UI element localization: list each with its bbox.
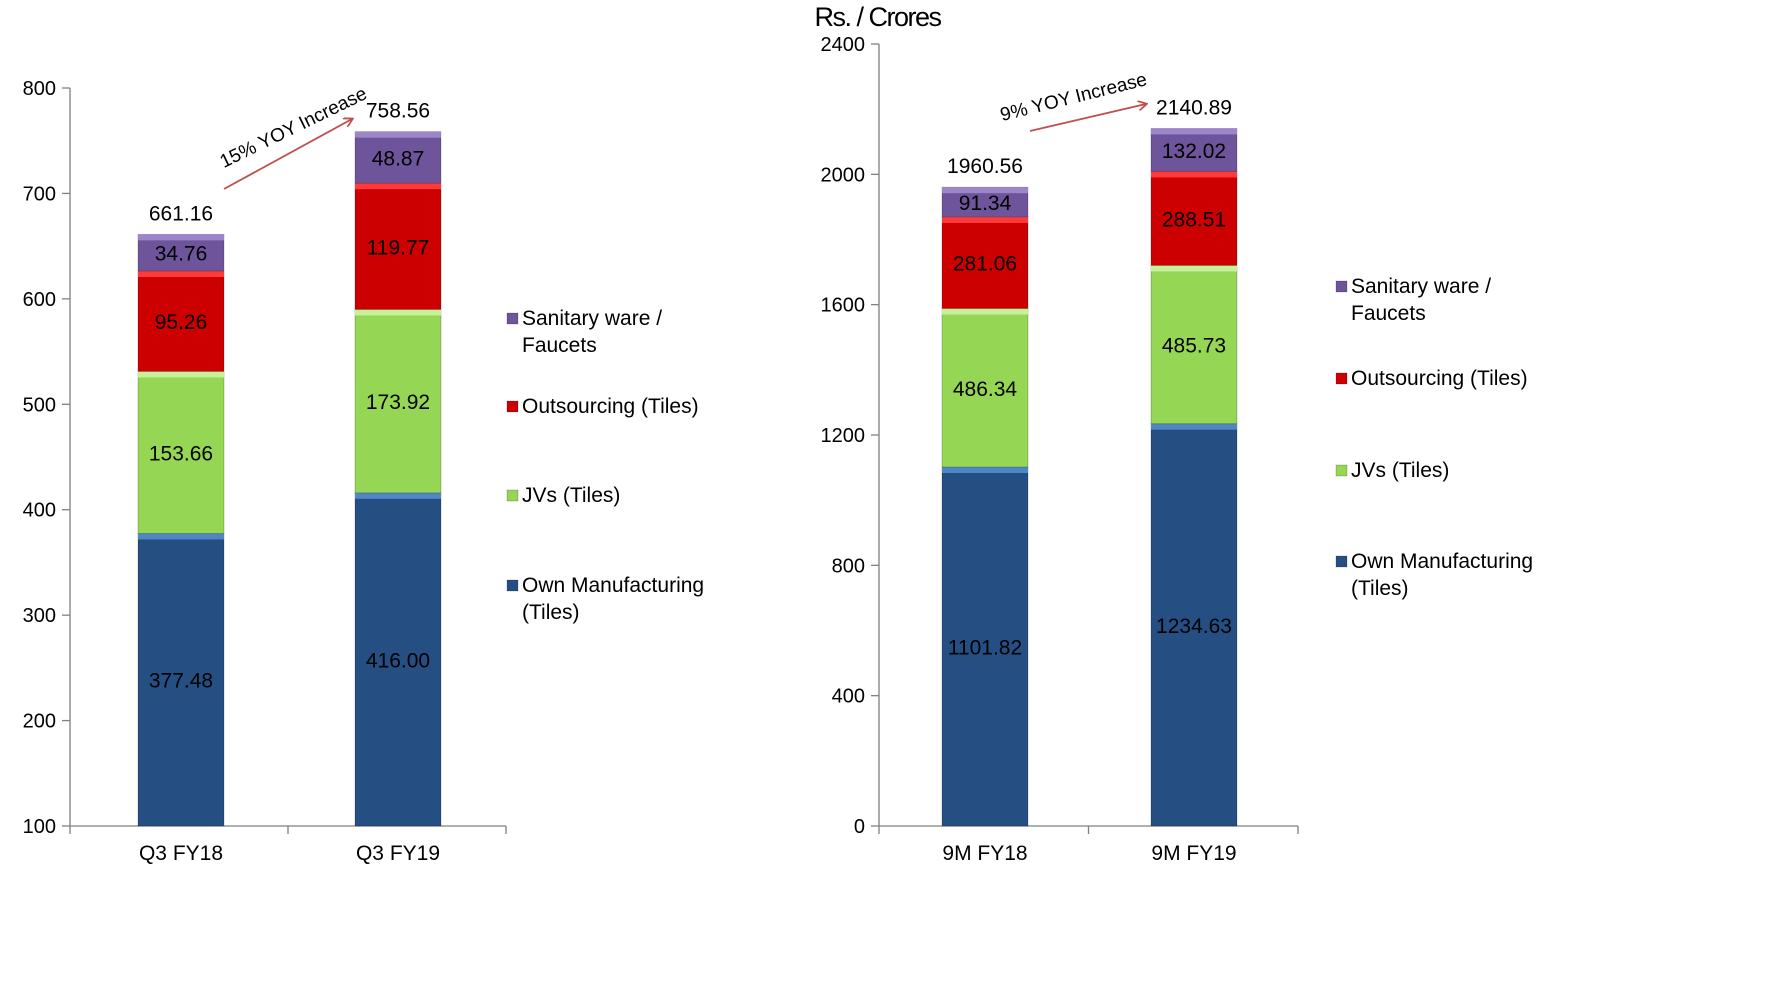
bar-san-0-cap <box>138 234 224 240</box>
data-label-out: 119.77 <box>367 236 430 259</box>
y-tick-label: 300 <box>23 605 56 627</box>
bar-jvs-1-cap <box>355 309 441 315</box>
bar-own-1-cap <box>1151 424 1237 430</box>
y-tick-label: 600 <box>23 289 56 311</box>
data-label-own: 1101.82 <box>948 636 1022 659</box>
y-tick-label: 500 <box>23 394 56 416</box>
y-tick-label: 2400 <box>821 34 866 56</box>
legend-label-own: Own Manufacturing (Tiles) <box>522 574 704 624</box>
data-label-out: 288.51 <box>1162 208 1226 231</box>
x-tick-label: Q3 FY19 <box>356 842 440 865</box>
x-tick-label: 9M FY19 <box>1151 842 1236 865</box>
y-tick-label: 100 <box>23 816 56 838</box>
bar-jvs-0-cap <box>138 371 224 377</box>
legend-swatch-out <box>507 401 518 412</box>
x-tick-label: Q3 FY18 <box>139 842 223 865</box>
bar-jvs-1-cap <box>1151 265 1237 271</box>
y-tick-label: 1600 <box>821 295 866 317</box>
data-label-jvs: 485.73 <box>1162 335 1226 358</box>
y-tick-label: 800 <box>23 78 56 100</box>
bar-own-0-cap <box>138 533 224 539</box>
legend-label-san: Sanitary ware / Faucets <box>522 307 662 357</box>
legend-label-own: Own Manufacturing (Tiles) <box>1351 550 1533 600</box>
legend-label-out: Outsourcing (Tiles) <box>522 395 699 418</box>
data-label-jvs: 486.34 <box>953 378 1018 401</box>
legend-label-jvs: JVs (Tiles) <box>1351 459 1449 482</box>
bar-san-1-cap <box>1151 128 1237 134</box>
total-label: 661.16 <box>149 202 213 225</box>
data-label-own: 1234.63 <box>1156 615 1232 638</box>
legend-label-san: Sanitary ware / Faucets <box>1351 275 1491 325</box>
data-label-san: 34.76 <box>155 243 208 266</box>
legend-swatch-out <box>1336 373 1347 384</box>
y-tick-label: 400 <box>832 686 865 708</box>
y-tick-label: 400 <box>23 500 56 522</box>
data-label-own: 416.00 <box>366 649 430 672</box>
legend-label-out: Outsourcing (Tiles) <box>1351 367 1528 390</box>
data-label-san: 132.02 <box>1162 140 1226 163</box>
legend-swatch-jvs <box>507 490 518 501</box>
legend-swatch-san <box>507 313 518 324</box>
bar-own-0-cap <box>942 467 1028 473</box>
y-tick-label: 2000 <box>821 164 866 186</box>
bar-out-0-cap <box>942 217 1028 223</box>
yoy-annotation: 15% YOY Increase <box>217 83 371 172</box>
bar-out-1-cap <box>1151 171 1237 177</box>
y-tick-label: 200 <box>23 711 56 733</box>
total-label: 1960.56 <box>947 155 1023 178</box>
legend-swatch-san <box>1336 281 1347 292</box>
legend-swatch-own <box>1336 556 1347 567</box>
y-tick-label: 0 <box>854 816 865 838</box>
total-label: 758.56 <box>366 100 430 123</box>
bar-jvs-0-cap <box>942 309 1028 315</box>
yoy-annotation: 9% YOY Increase <box>998 69 1149 126</box>
data-label-san: 48.87 <box>372 147 425 170</box>
legend-swatch-jvs <box>1336 465 1347 476</box>
data-label-san: 91.34 <box>959 192 1012 215</box>
total-label: 2140.89 <box>1156 96 1232 119</box>
chart-nine-months: 0 400 800 1200 1600 2000 2400 1101.82 486.34 281.… <box>821 34 1534 865</box>
data-label-jvs: 153.66 <box>149 442 213 465</box>
chart-quarterly: 100 200 300 400 500 600 700 800 377.48 153.66 95.2… <box>23 78 704 865</box>
y-tick-label: 800 <box>832 555 865 577</box>
y-tick-label: 1200 <box>821 425 866 447</box>
y-tick-label: 700 <box>23 183 56 205</box>
bar-san-1-cap <box>355 132 441 138</box>
bar-out-1-cap <box>355 183 441 189</box>
x-tick-label: 9M FY18 <box>942 842 1027 865</box>
legend-label-jvs: JVs (Tiles) <box>522 484 620 507</box>
data-label-jvs: 173.92 <box>366 391 430 414</box>
data-label-out: 95.26 <box>155 311 208 334</box>
data-label-own: 377.48 <box>149 670 213 693</box>
legend-swatch-own <box>507 580 518 591</box>
bar-out-0-cap <box>138 271 224 277</box>
data-label-out: 281.06 <box>953 253 1017 276</box>
bar-own-1-cap <box>355 493 441 499</box>
